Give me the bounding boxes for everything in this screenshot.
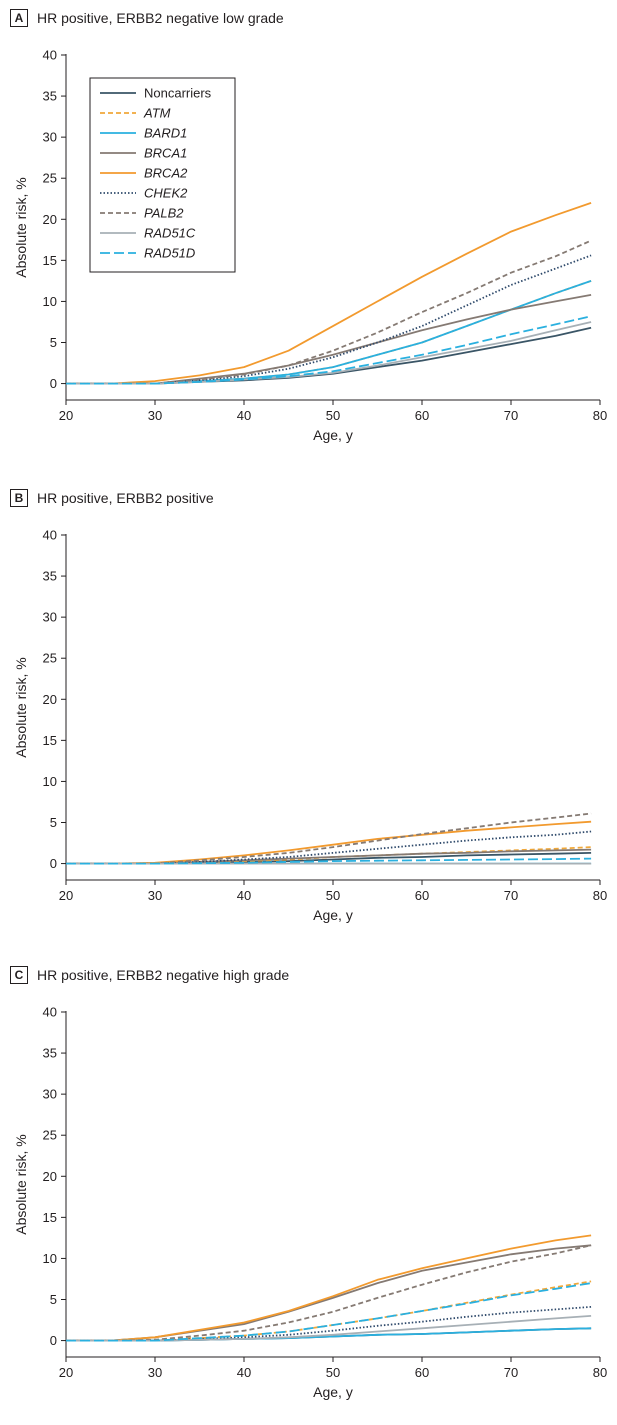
series-line-rad51d [66, 1282, 592, 1342]
y-tick-label: 5 [50, 1292, 57, 1307]
panel-a: A HR positive, ERBB2 negative low grade … [0, 0, 617, 468]
y-tick-label: 35 [43, 1046, 57, 1061]
x-tick-label: 50 [326, 1365, 340, 1380]
chart-svg: 0 5 10 15 20 25 30 35 40 20 30 40 50 60 70 80 Age, y Abso… [13, 48, 607, 444]
panel-title: HR positive, ERBB2 positive [37, 490, 214, 506]
y-tick-label: 30 [43, 130, 57, 145]
y-tick-label: 30 [43, 610, 57, 625]
legend-label: Noncarriers [144, 86, 212, 101]
series-line-brca2 [66, 202, 592, 385]
panel-title: HR positive, ERBB2 negative high grade [37, 967, 290, 983]
y-tick-label: 25 [43, 651, 57, 666]
x-tick-label: 40 [237, 1365, 251, 1380]
y-tick-label: 35 [43, 89, 57, 104]
panel-letter: A [10, 9, 28, 27]
x-tick-label: 30 [148, 1365, 162, 1380]
y-tick-label: 5 [50, 815, 57, 830]
legend-label: BRCA2 [144, 166, 188, 181]
legend-box [89, 77, 236, 273]
x-tick-label: 50 [326, 888, 340, 903]
y-tick-label: 35 [43, 569, 57, 584]
legend-label: ATM [143, 106, 171, 121]
x-axis-label: Age, y [313, 427, 353, 443]
series-line-brca1 [66, 1244, 592, 1342]
x-axis-label: Age, y [313, 1384, 353, 1400]
y-tick-label: 10 [43, 1251, 57, 1266]
y-tick-label: 15 [43, 1210, 57, 1225]
series-line-brca2 [66, 1234, 592, 1342]
x-tick-label: 70 [504, 1365, 518, 1380]
chart-svg: 0 5 10 15 20 25 30 35 40 20 30 40 50 60 70 80 Age, y Abso… [13, 528, 607, 924]
y-tick-label: 20 [43, 1169, 57, 1184]
x-tick-label: 70 [504, 888, 518, 903]
panel-header: B HR positive, ERBB2 positive [10, 488, 214, 508]
panel-header: C HR positive, ERBB2 negative high grade [10, 965, 289, 985]
x-tick-label: 80 [593, 888, 607, 903]
x-tick-label: 60 [415, 1365, 429, 1380]
legend-label: RAD51C [144, 226, 196, 241]
y-axis-label: Absolute risk, % [13, 1134, 29, 1234]
y-tick-label: 30 [43, 1087, 57, 1102]
y-tick-label: 40 [43, 48, 57, 63]
series-line-noncarriers [66, 852, 592, 865]
series-line-palb2 [66, 1244, 592, 1342]
panel-title: HR positive, ERBB2 negative low grade [37, 10, 284, 26]
y-tick-label: 20 [43, 692, 57, 707]
legend-label: RAD51D [144, 246, 195, 261]
legend-label: PALB2 [144, 206, 184, 221]
x-tick-label: 40 [237, 408, 251, 423]
series-line-bard1 [66, 280, 592, 385]
x-tick-label: 60 [415, 408, 429, 423]
x-tick-label: 30 [148, 888, 162, 903]
y-tick-label: 0 [50, 1333, 57, 1348]
y-tick-label: 0 [50, 856, 57, 871]
y-tick-label: 0 [50, 376, 57, 391]
legend-label: BRCA1 [144, 146, 187, 161]
y-tick-label: 20 [43, 212, 57, 227]
legend: Noncarriers ATM BARD1 BRCA1 BRCA2 CHEK2 PALB2 R… [89, 77, 236, 273]
series-line-rad51d [66, 857, 592, 865]
y-axis-label: Absolute risk, % [13, 177, 29, 277]
y-tick-label: 15 [43, 733, 57, 748]
series-line-rad51d [66, 315, 592, 385]
y-tick-label: 40 [43, 528, 57, 543]
panel-letter: B [10, 489, 28, 507]
series-line-brca1 [66, 848, 592, 865]
y-tick-label: 10 [43, 294, 57, 309]
y-tick-label: 25 [43, 171, 57, 186]
x-tick-label: 20 [59, 408, 73, 423]
x-tick-label: 70 [504, 408, 518, 423]
panel-c: C HR positive, ERBB2 negative high grade… [0, 957, 617, 1425]
x-tick-label: 20 [59, 888, 73, 903]
y-tick-label: 15 [43, 253, 57, 268]
x-axis-label: Age, y [313, 907, 353, 923]
x-tick-label: 60 [415, 888, 429, 903]
x-tick-label: 80 [593, 1365, 607, 1380]
chart-svg: 0 5 10 15 20 25 30 35 40 20 30 40 50 60 70 80 Age, y Abso… [13, 1005, 607, 1401]
x-tick-label: 20 [59, 1365, 73, 1380]
x-tick-label: 40 [237, 888, 251, 903]
y-tick-label: 25 [43, 1128, 57, 1143]
panel-b: B HR positive, ERBB2 positive 0 5 10 15 20 25… [0, 480, 617, 948]
y-tick-label: 5 [50, 335, 57, 350]
x-tick-label: 50 [326, 408, 340, 423]
y-tick-label: 10 [43, 774, 57, 789]
panel-header: A HR positive, ERBB2 negative low grade [10, 8, 284, 28]
legend-label: BARD1 [144, 126, 187, 141]
x-tick-label: 80 [593, 408, 607, 423]
y-axis-label: Absolute risk, % [13, 657, 29, 757]
x-tick-label: 30 [148, 408, 162, 423]
legend-label: CHEK2 [144, 186, 188, 201]
series-line-chek2 [66, 254, 592, 385]
y-tick-label: 40 [43, 1005, 57, 1020]
panel-letter: C [10, 966, 28, 984]
series-line-palb2 [66, 812, 592, 865]
